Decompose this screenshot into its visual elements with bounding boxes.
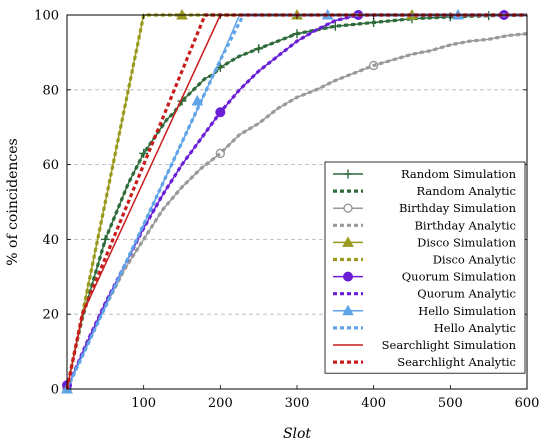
legend-entry-quorum-analytic: Quorum Analytic [333,287,516,301]
y-axis-label: % of coincidences [5,138,21,265]
x-tick-label: 500 [438,396,463,411]
series-birthday-analytic [65,32,528,390]
legend-marker [342,304,354,316]
legend-entry-disco-analytic: Disco Analytic [333,253,516,267]
x-tick-label: 100 [131,396,156,411]
x-tick-label: 200 [208,396,233,411]
legend-label: Quorum Analytic [417,287,516,301]
y-tick-label: 100 [34,9,59,24]
legend-marker [342,236,354,247]
x-axis-label: Slot [283,426,311,442]
legend-label: Random Simulation [401,167,517,181]
legend-label: Hello Simulation [418,304,516,318]
legend-entry-disco-simulation: Disco Simulation [333,235,517,249]
legend-entry-searchlight-simulation: Searchlight Simulation [333,338,517,352]
y-tick-label: 20 [42,308,59,323]
legend-label: Disco Analytic [433,253,516,267]
legend-marker [343,169,353,179]
series-random-analytic [65,13,528,390]
legend-label: Random Analytic [416,184,516,198]
y-tick-label: 60 [42,158,59,173]
legend: Random Simulation Random Analytic Birthday… [324,161,526,374]
legend-label: Quorum Simulation [402,270,517,284]
legend-entry-searchlight-analytic: Searchlight Analytic [333,355,516,369]
legend-entry-birthday-simulation: Birthday Simulation [333,201,517,215]
legend-entry-hello-simulation: Hello Simulation [333,304,517,318]
legend-label: Hello Analytic [434,321,516,335]
legend-label: Searchlight Analytic [397,355,516,369]
legend-entry-random-analytic: Random Analytic [333,184,516,198]
legend-entry-quorum-simulation: Quorum Simulation [333,270,517,284]
legend-label: Birthday Simulation [399,201,517,215]
legend-box [324,161,526,374]
y-tick-label: 40 [42,233,59,248]
ticks-layer: 100 200 300 400 500 600 0 20 40 60 80 100 [34,9,539,412]
legend-entry-birthday-analytic: Birthday Analytic [333,218,516,232]
legend-entry-hello-analytic: Hello Analytic [333,321,516,335]
legend-entry-random-simulation: Random Simulation [333,167,517,181]
x-tick-label: 300 [285,396,310,411]
legend-marker [343,203,353,213]
legend-label: Birthday Analytic [414,218,516,232]
series-line-birthday-analytic [65,32,528,390]
legend-label: Searchlight Simulation [382,338,517,352]
legend-label: Disco Simulation [417,235,516,249]
y-tick-label: 0 [51,383,59,398]
series-line-random-analytic [65,13,528,390]
x-tick-label: 600 [515,396,540,411]
x-tick-label: 400 [361,396,386,411]
y-tick-label: 80 [42,83,59,98]
legend-marker [343,271,353,282]
